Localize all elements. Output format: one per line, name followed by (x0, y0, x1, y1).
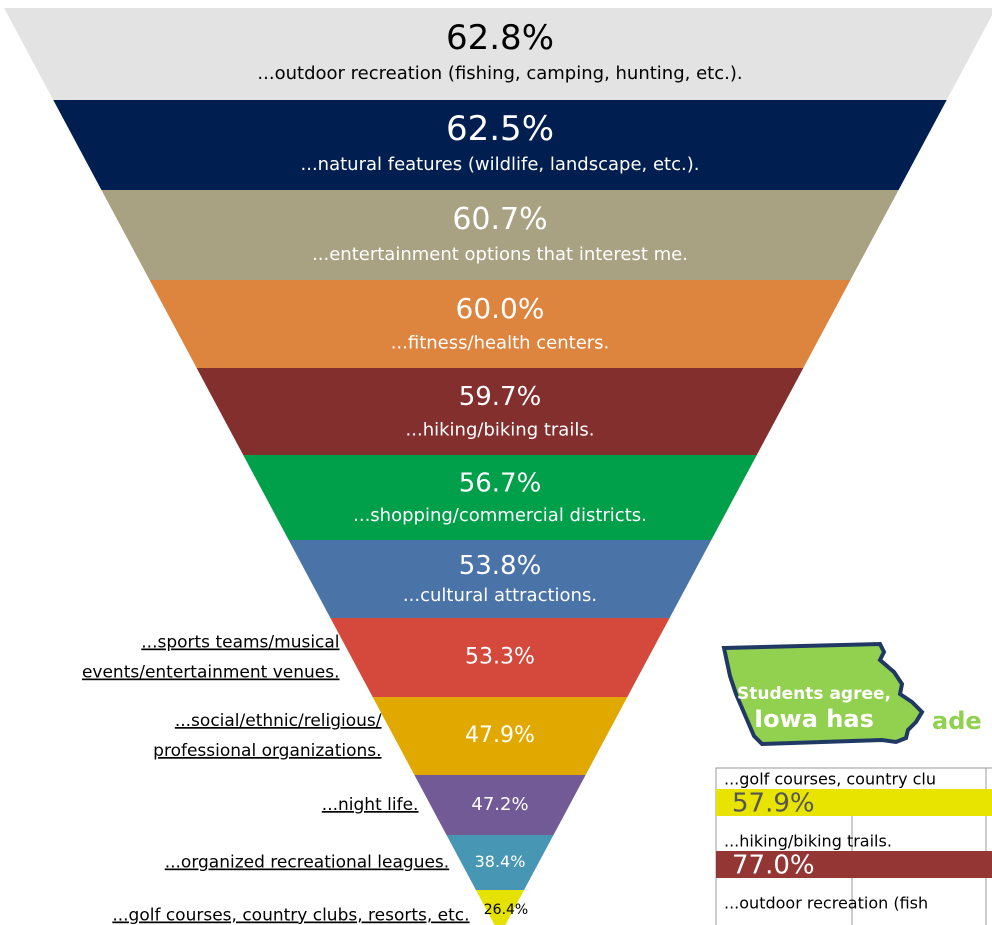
funnel-band (372, 697, 628, 775)
value-label: 60.7% (452, 202, 547, 237)
category-label: ...shopping/commercial districts. (353, 505, 647, 526)
value-label: 59.7% (459, 382, 542, 412)
funnel-band (330, 618, 670, 697)
value-label: 47.9% (465, 723, 535, 748)
iowa-shape (721, 641, 925, 747)
value-label: 47.2% (471, 794, 528, 815)
category-label: ...night life. (322, 795, 419, 815)
category-label: ...cultural attractions. (403, 585, 597, 606)
funnel-band (243, 455, 757, 540)
funnel-band (101, 190, 899, 280)
value-label: 53.8% (459, 551, 542, 581)
category-label: ...hiking/biking trails. (406, 420, 595, 441)
funnel-band (446, 835, 554, 890)
category-label: ...natural features (wildlife, landscape… (301, 154, 700, 175)
value-label: 38.4% (475, 852, 526, 871)
value-label: 60.0% (456, 292, 545, 325)
inset-title: ade (932, 707, 982, 735)
inset-bar (716, 851, 992, 878)
inset-row-value: 57.9% (732, 789, 815, 819)
value-label: 62.8% (446, 18, 554, 58)
funnel: 62.8% ...outdoor recreation (fishing, cam… (4, 8, 992, 925)
funnel-band (414, 775, 586, 835)
category-label: ...sports teams/musical events/entertainm… (82, 633, 340, 683)
funnel-band (53, 100, 947, 190)
inset-row-label: ...golf courses, country clu (724, 770, 936, 789)
inset: Students agree, Iowa has ade ...golf cou… (715, 641, 992, 925)
value-label: 62.5% (446, 109, 554, 149)
inset-row-label: ...outdoor recreation (fish (724, 894, 928, 913)
category-label: ...outdoor recreation (fishing, camping,… (257, 63, 742, 84)
value-label: 26.4% (484, 902, 528, 918)
funnel-band (196, 368, 804, 455)
category-label: ...organized recreational leagues. (165, 853, 450, 873)
category-label: ...entertainment options that interest m… (312, 244, 688, 265)
category-label: ...fitness/health centers. (391, 332, 610, 353)
funnel-band (149, 280, 851, 368)
category-label: ...social/ethnic/religious/professional … (153, 711, 382, 761)
funnel-band (288, 540, 712, 618)
funnel-band (475, 890, 525, 925)
inset-bar (716, 789, 992, 816)
inset-row-value: 77.0% (732, 851, 815, 881)
value-label: 53.3% (465, 645, 535, 670)
funnel-band (4, 8, 992, 100)
category-label: ...golf courses, country clubs, resorts,… (112, 906, 469, 925)
inset-row-label: ...hiking/biking trails. (724, 832, 892, 851)
inset-title: Students agree, (737, 684, 891, 704)
value-label: 56.7% (459, 468, 542, 498)
inset-title: Iowa has (754, 705, 874, 733)
